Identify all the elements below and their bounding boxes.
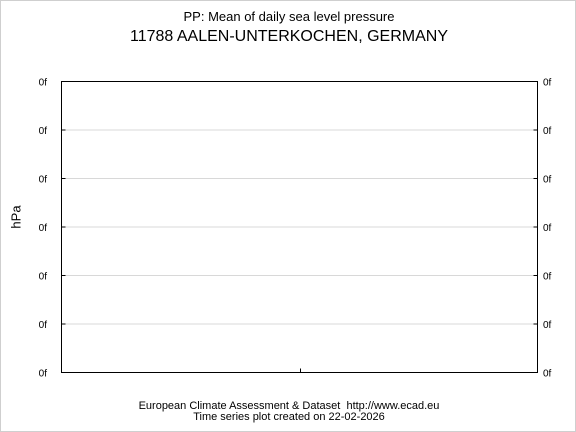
y-tick-label-right: 0f [543,126,552,137]
gridlines [61,129,538,325]
y-tick-label-right: 0f [543,223,552,234]
y-tick-label-left: 0f [39,272,48,283]
ticks [61,81,538,373]
y-tick-label-left: 0f [39,78,48,89]
y-tick-label-left: 0f [39,223,48,234]
y-tick-label-right: 0f [543,272,552,283]
y-tick-label-right: 0f [543,175,552,186]
y-tick-label-left: 0f [39,369,48,380]
tick-labels: 0f 0f 0f 0f 0f 0f 0f 0f 0f 0f 0f 0f 0f 0f [39,78,552,380]
y-tick-label-right: 0f [543,320,552,331]
y-tick-label-right: 0f [543,369,552,380]
chart-subtitle: PP: Mean of daily sea level pressure [183,9,395,24]
footer-credit: European Climate Assessment & Dataset ht… [138,400,440,412]
y-tick-label-right: 0f [543,78,552,89]
y-tick-label-left: 0f [39,320,48,331]
y-tick-label-left: 0f [39,126,48,137]
chart-title: 11788 AALEN-UNTERKOCHEN, GERMANY [129,28,448,45]
footer-created-date: Time series plot created on 22-02-2026 [193,411,385,423]
y-tick-label-left: 0f [39,175,48,186]
